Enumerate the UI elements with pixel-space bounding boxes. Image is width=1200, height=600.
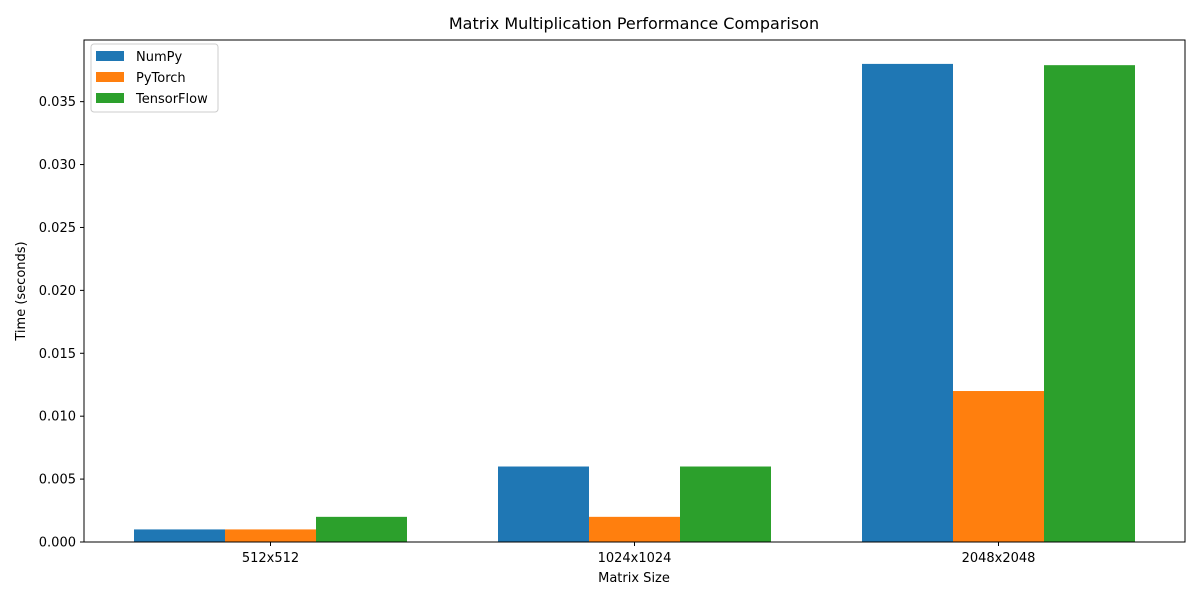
y-tick-label: 0.015 [39,347,76,362]
legend-swatch-pytorch [96,72,124,82]
legend: NumPy PyTorch TensorFlow [90,43,219,113]
bar-tensorflow-1024x1024 [680,466,771,542]
bar-tensorflow-2048x2048 [1044,65,1135,542]
legend-label-numpy: NumPy [136,50,182,65]
x-axis: 512x512 1024x1024 2048x2048 [242,542,1036,566]
bar-pytorch-512x512 [225,529,316,542]
bar-numpy-1024x1024 [498,466,589,542]
y-tick-label: 0.010 [39,410,76,425]
bars-layer [134,63,1135,543]
x-tick-label: 2048x2048 [962,551,1036,566]
y-tick-label: 0.005 [39,473,76,488]
bar-pytorch-1024x1024 [589,516,680,542]
y-tick-label: 0.000 [39,536,76,551]
bar-numpy-512x512 [134,529,225,542]
legend-swatch-numpy [96,51,124,61]
legend-label-pytorch: PyTorch [136,71,186,86]
y-axis-title: Time (seconds) [14,241,29,341]
x-axis-title: Matrix Size [598,571,670,586]
legend-label-tensorflow: TensorFlow [135,92,208,107]
legend-swatch-tensorflow [96,93,124,103]
x-tick-label: 512x512 [242,551,299,566]
y-tick-label: 0.035 [39,95,76,110]
chart-title: Matrix Multiplication Performance Compar… [449,14,819,33]
bar-numpy-2048x2048 [862,63,953,543]
plot-frame [83,39,1186,543]
y-tick-label: 0.020 [39,284,76,299]
bar-pytorch-2048x2048 [953,391,1044,542]
bar-tensorflow-512x512 [316,516,407,542]
y-tick-label: 0.030 [39,158,76,173]
y-axis: 0.000 0.005 0.010 0.015 0.020 0.025 0.030 0.035 [39,95,84,551]
y-tick-label: 0.025 [39,221,76,236]
x-tick-label: 1024x1024 [598,551,672,566]
